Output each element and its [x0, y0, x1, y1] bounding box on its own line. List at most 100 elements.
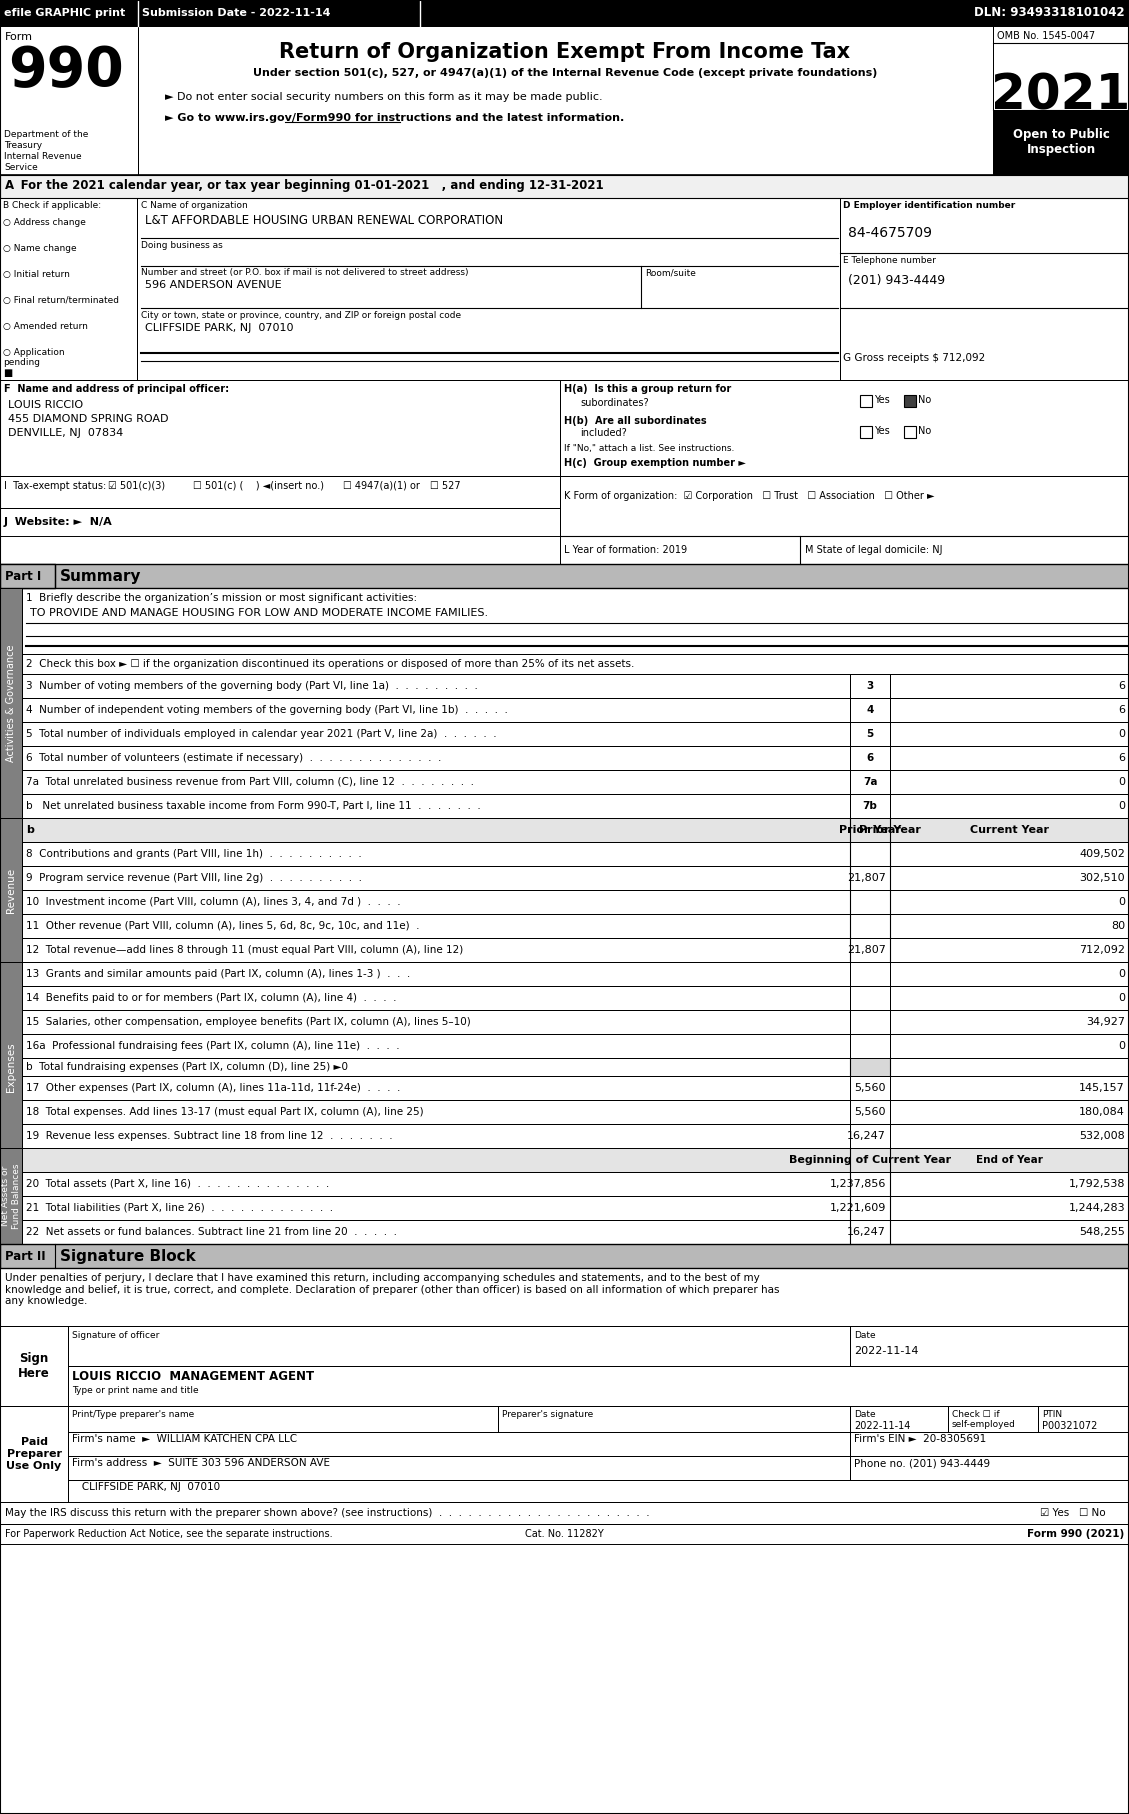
Text: 8  Contributions and grants (Part VIII, line 1h)  .  .  .  .  .  .  .  .  .  .: 8 Contributions and grants (Part VIII, l…: [26, 849, 361, 860]
Bar: [560, 475, 1129, 535]
Text: 16,247: 16,247: [847, 1226, 886, 1237]
Text: 5,560: 5,560: [855, 1083, 886, 1094]
Text: ○ Amended return: ○ Amended return: [3, 323, 88, 330]
Bar: [0, 588, 21, 818]
Text: 0: 0: [1118, 896, 1124, 907]
Text: DENVILLE, NJ  07834: DENVILLE, NJ 07834: [8, 428, 123, 437]
Bar: [850, 891, 890, 914]
Text: 5  Total number of individuals employed in calendar year 2021 (Part V, line 2a) : 5 Total number of individuals employed i…: [26, 729, 497, 738]
Bar: [890, 1034, 1129, 1058]
Text: 6: 6: [1118, 753, 1124, 764]
Text: H(a)  Is this a group return for: H(a) Is this a group return for: [564, 385, 732, 394]
Text: 15  Salaries, other compensation, employee benefits (Part IX, column (A), lines : 15 Salaries, other compensation, employe…: [26, 1018, 471, 1027]
Text: Under section 501(c), 527, or 4947(a)(1) of the Internal Revenue Code (except pr: Under section 501(c), 527, or 4947(a)(1)…: [253, 67, 877, 78]
Text: E Telephone number: E Telephone number: [843, 256, 936, 265]
Text: 145,157: 145,157: [1079, 1083, 1124, 1094]
Text: 18  Total expenses. Add lines 13-17 (must equal Part IX, column (A), line 25): 18 Total expenses. Add lines 13-17 (must…: [26, 1107, 423, 1117]
Text: K Form of organization:  ☑ Corporation   ☐ Trust   ☐ Association   ☐ Other ►: K Form of organization: ☑ Corporation ☐ …: [564, 492, 935, 501]
Bar: [890, 1195, 1129, 1221]
Text: 21,807: 21,807: [847, 945, 886, 954]
Text: 6  Total number of volunteers (estimate if necessary)  .  .  .  .  .  .  .  .  .: 6 Total number of volunteers (estimate i…: [26, 753, 441, 764]
Bar: [850, 1431, 1129, 1457]
Bar: [21, 698, 850, 722]
Text: Open to Public
Inspection: Open to Public Inspection: [1013, 129, 1110, 156]
Text: Prior Year: Prior Year: [839, 825, 901, 834]
Bar: [21, 1195, 850, 1221]
Text: 19  Revenue less expenses. Subtract line 18 from line 12  .  .  .  .  .  .  .: 19 Revenue less expenses. Subtract line …: [26, 1130, 393, 1141]
Text: 2021: 2021: [991, 71, 1129, 120]
Text: 7b: 7b: [863, 802, 877, 811]
Bar: [21, 938, 850, 961]
Text: 4  Number of independent voting members of the governing body (Part VI, line 1b): 4 Number of independent voting members o…: [26, 706, 508, 715]
Text: 1,244,283: 1,244,283: [1068, 1203, 1124, 1214]
Text: Summary: Summary: [60, 568, 141, 584]
Bar: [21, 746, 850, 769]
Bar: [21, 675, 850, 698]
Bar: [21, 1034, 850, 1058]
Bar: [890, 938, 1129, 961]
Text: 180,084: 180,084: [1079, 1107, 1124, 1117]
Bar: [860, 426, 872, 437]
Text: 596 ANDERSON AVENUE: 596 ANDERSON AVENUE: [145, 279, 281, 290]
Text: H(b)  Are all subordinates: H(b) Are all subordinates: [564, 415, 707, 426]
Text: May the IRS discuss this return with the preparer shown above? (see instructions: May the IRS discuss this return with the…: [5, 1507, 649, 1518]
Text: Return of Organization Exempt From Income Tax: Return of Organization Exempt From Incom…: [280, 42, 850, 62]
Text: D Employer identification number: D Employer identification number: [843, 201, 1015, 210]
Text: 1,237,856: 1,237,856: [830, 1179, 886, 1188]
Text: 1,221,609: 1,221,609: [830, 1203, 886, 1214]
Bar: [890, 698, 1129, 722]
Text: DLN: 93493318101042: DLN: 93493318101042: [974, 7, 1124, 20]
Text: included?: included?: [580, 428, 627, 437]
Bar: [68, 1406, 498, 1431]
Text: Date: Date: [854, 1331, 876, 1341]
Bar: [0, 198, 137, 379]
Bar: [890, 961, 1129, 987]
Text: 16a  Professional fundraising fees (Part IX, column (A), line 11e)  .  .  .  .: 16a Professional fundraising fees (Part …: [26, 1041, 400, 1050]
Text: 9  Program service revenue (Part VIII, line 2g)  .  .  .  .  .  .  .  .  .  .: 9 Program service revenue (Part VIII, li…: [26, 873, 362, 883]
Text: Part II: Part II: [5, 1250, 45, 1263]
Text: ○ Name change: ○ Name change: [3, 245, 77, 252]
Text: L Year of formation: 2019: L Year of formation: 2019: [564, 544, 688, 555]
Text: B Check if applicable:: B Check if applicable:: [3, 201, 102, 210]
Text: 5: 5: [866, 729, 874, 738]
Bar: [0, 1502, 1129, 1524]
Bar: [0, 508, 560, 535]
Bar: [21, 865, 850, 891]
Bar: [21, 769, 850, 795]
Text: 1  Briefly describe the organization’s mission or most significant activities:: 1 Briefly describe the organization’s mi…: [26, 593, 417, 602]
Text: Activities & Governance: Activities & Governance: [6, 644, 16, 762]
Text: Form: Form: [5, 33, 33, 42]
Text: OMB No. 1545-0047: OMB No. 1545-0047: [997, 31, 1095, 42]
Bar: [21, 1125, 850, 1148]
Text: 20  Total assets (Part X, line 16)  .  .  .  .  .  .  .  .  .  .  .  .  .  .: 20 Total assets (Part X, line 16) . . . …: [26, 1179, 330, 1188]
Bar: [850, 1125, 890, 1148]
Text: 0: 0: [1118, 776, 1124, 787]
Bar: [994, 111, 1129, 174]
Text: 0: 0: [1118, 802, 1124, 811]
Text: Preparer's signature: Preparer's signature: [502, 1409, 593, 1419]
Text: 84-4675709: 84-4675709: [848, 227, 933, 239]
Text: ☐ 501(c) (    ) ◄(insert no.): ☐ 501(c) ( ) ◄(insert no.): [193, 481, 324, 492]
Bar: [890, 1221, 1129, 1244]
Text: 10  Investment income (Part VIII, column (A), lines 3, 4, and 7d )  .  .  .  .: 10 Investment income (Part VIII, column …: [26, 896, 401, 907]
Text: Treasury: Treasury: [5, 141, 42, 151]
Text: If "No," attach a list. See instructions.: If "No," attach a list. See instructions…: [564, 444, 734, 454]
Text: Signature of officer: Signature of officer: [72, 1331, 159, 1341]
Text: Department of the: Department of the: [5, 131, 88, 140]
Text: 13  Grants and similar amounts paid (Part IX, column (A), lines 1-3 )  .  .  .: 13 Grants and similar amounts paid (Part…: [26, 969, 410, 980]
Bar: [850, 1076, 890, 1099]
Bar: [21, 722, 850, 746]
Bar: [850, 746, 890, 769]
Text: For Paperwork Reduction Act Notice, see the separate instructions.: For Paperwork Reduction Act Notice, see …: [5, 1529, 333, 1538]
Text: End of Year: End of Year: [977, 1156, 1043, 1165]
Text: ☑ 501(c)(3): ☑ 501(c)(3): [108, 481, 165, 492]
Text: 0: 0: [1118, 969, 1124, 980]
Text: ► Do not enter social security numbers on this form as it may be made public.: ► Do not enter social security numbers o…: [165, 93, 603, 102]
Text: efile GRAPHIC print: efile GRAPHIC print: [5, 7, 125, 18]
Text: 712,092: 712,092: [1079, 945, 1124, 954]
Bar: [68, 1366, 1129, 1406]
Text: ☑ Yes   ☐ No: ☑ Yes ☐ No: [1040, 1507, 1105, 1518]
Bar: [21, 1058, 1129, 1076]
Bar: [0, 0, 1129, 25]
Bar: [21, 1148, 1129, 1172]
